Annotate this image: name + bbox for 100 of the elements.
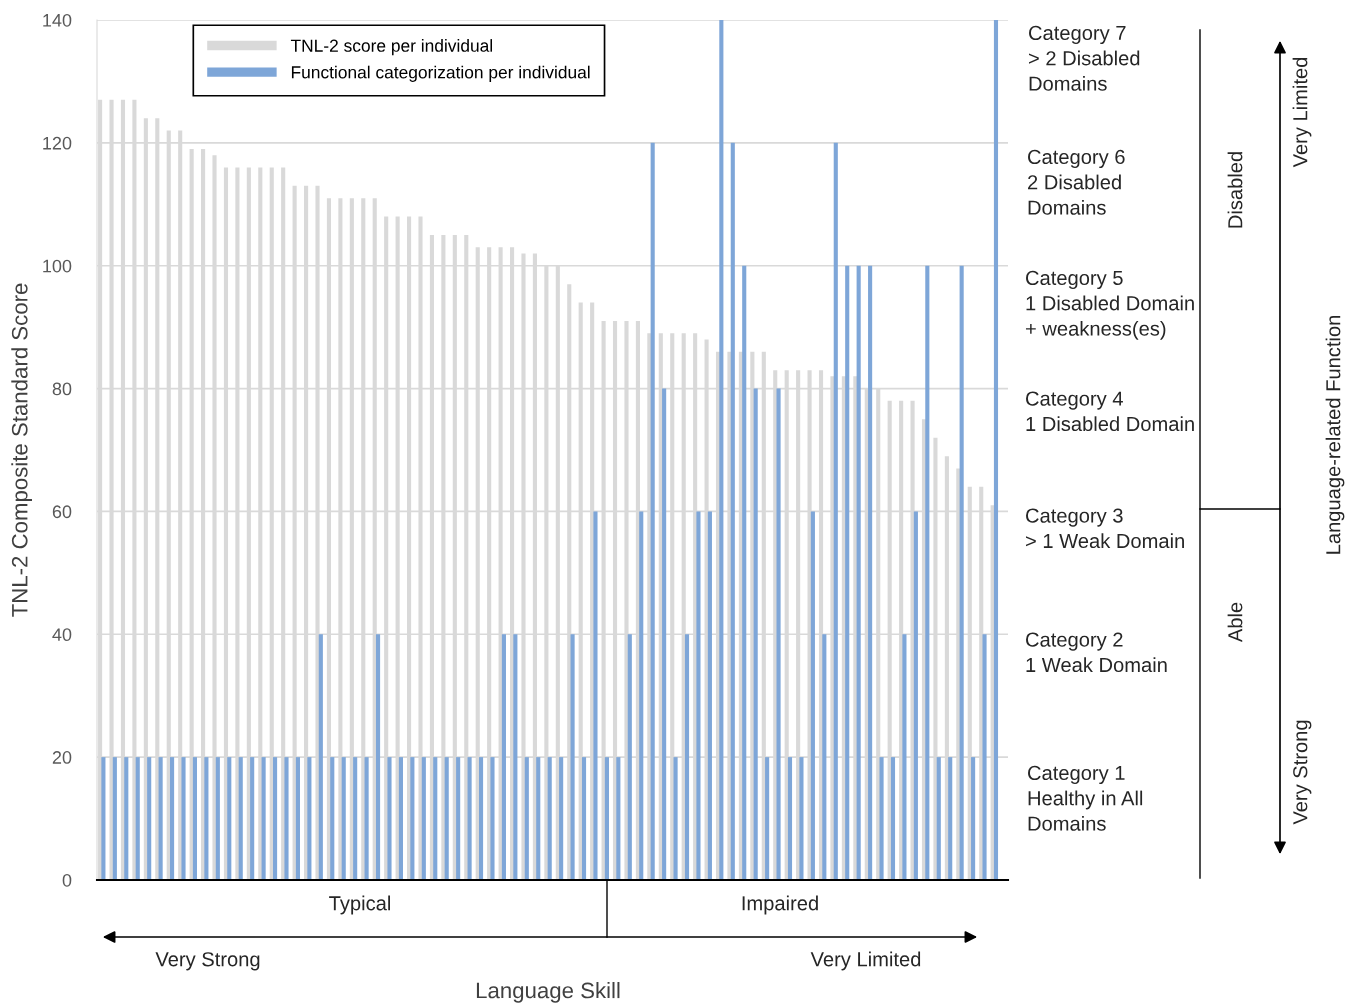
- bar: [581, 757, 587, 880]
- bar: [318, 634, 323, 880]
- bar: [993, 20, 999, 880]
- bar: [971, 757, 976, 880]
- bar: [124, 757, 129, 880]
- y-tick-label: 140: [43, 13, 72, 27]
- bar: [719, 20, 724, 880]
- y-tick-label: 120: [43, 136, 72, 150]
- bar: [868, 265, 873, 880]
- legend-label: Functional categorization per individual: [291, 65, 590, 82]
- text: Very Strong: [155, 952, 260, 971]
- bar: [170, 757, 175, 880]
- bar: [513, 634, 518, 880]
- y-tick-label: 100: [43, 259, 72, 273]
- bar: [753, 388, 758, 880]
- bar: [410, 757, 415, 880]
- bar: [673, 757, 678, 880]
- y-tick-label: 60: [52, 505, 72, 519]
- bar: [959, 265, 964, 880]
- bar: [284, 757, 289, 880]
- text: Category 6 2 Disabled Domains: [1028, 149, 1125, 215]
- bar: [765, 757, 770, 880]
- bar: [650, 142, 655, 880]
- bar: [501, 634, 506, 880]
- bar: [467, 757, 472, 880]
- bar: [147, 757, 152, 880]
- bar: [742, 265, 747, 880]
- bar: [375, 634, 381, 880]
- bar: [181, 757, 186, 880]
- text: Typical: [329, 895, 390, 915]
- bar: [227, 757, 232, 880]
- bar: [810, 511, 815, 880]
- bar: [856, 265, 861, 880]
- bar: [662, 388, 667, 880]
- text: Very Limited: [1292, 57, 1312, 168]
- bar: [238, 757, 243, 880]
- text: Category 7 > 2 Disabled Domains: [1028, 25, 1140, 91]
- text: Impaired: [742, 895, 818, 915]
- bar: [135, 757, 140, 880]
- y-tick-label: 80: [52, 382, 72, 396]
- bar: [684, 634, 690, 880]
- bar: [627, 634, 632, 880]
- bar: [444, 757, 449, 880]
- bar: [307, 757, 312, 880]
- bar: [524, 757, 529, 880]
- bar: [948, 757, 953, 880]
- bar: [478, 757, 484, 880]
- bar: [730, 142, 735, 880]
- y-tick-label: 20: [52, 751, 72, 764]
- bar: [776, 388, 781, 880]
- text: Able: [1227, 602, 1243, 643]
- text: Category 5 1 Disabled Domain + weakness(es): [1025, 270, 1194, 340]
- x-axis-title: Language Skill: [476, 982, 620, 1003]
- bar: [707, 511, 712, 880]
- bar: [261, 757, 266, 880]
- bar: [593, 511, 598, 880]
- text: Category 2 1 Weak Domain: [1026, 632, 1167, 673]
- bar: [433, 757, 438, 880]
- legend-label: TNL-2 score per individual: [290, 39, 493, 56]
- bar: [421, 757, 426, 880]
- bar: [559, 757, 564, 880]
- bar: [536, 757, 541, 880]
- bar: [799, 757, 804, 880]
- bar: [604, 757, 609, 880]
- bar: [570, 634, 575, 880]
- bar: [490, 757, 495, 880]
- bar: [330, 757, 335, 880]
- bar: [982, 634, 987, 880]
- y-tick-label: 40: [52, 628, 72, 642]
- text: Category 3 > 1 Weak Domain: [1025, 508, 1184, 549]
- bar: [833, 142, 838, 880]
- bar: [696, 511, 701, 880]
- text: Language-related Function: [1325, 315, 1345, 554]
- bar: [398, 757, 403, 880]
- bar: [913, 511, 918, 880]
- bar: [158, 757, 163, 880]
- bar: [822, 634, 827, 880]
- bar: [353, 757, 358, 880]
- bar: [101, 757, 106, 880]
- text: Category 1 Healthy in All Domains: [1028, 765, 1143, 831]
- bar: [456, 757, 461, 880]
- y-axis-title: TNL-2 Composite Standard Score: [11, 283, 32, 617]
- text: Category 4 1 Disabled Domain: [1026, 391, 1194, 432]
- bar: [879, 757, 884, 880]
- bar: [112, 757, 117, 880]
- bar: [925, 265, 930, 880]
- bar: [204, 757, 209, 880]
- y-tick-label: 0: [62, 873, 72, 887]
- bar: [845, 265, 850, 880]
- bar: [364, 757, 369, 880]
- bar: [902, 634, 907, 880]
- bar: [547, 757, 552, 880]
- bar: [295, 757, 300, 880]
- text: Very Strong: [1293, 720, 1312, 825]
- bar: [273, 757, 278, 880]
- bar: [250, 757, 255, 880]
- bar: [616, 757, 621, 880]
- bar: [787, 757, 793, 880]
- bar: [890, 757, 896, 880]
- bar: [215, 757, 220, 880]
